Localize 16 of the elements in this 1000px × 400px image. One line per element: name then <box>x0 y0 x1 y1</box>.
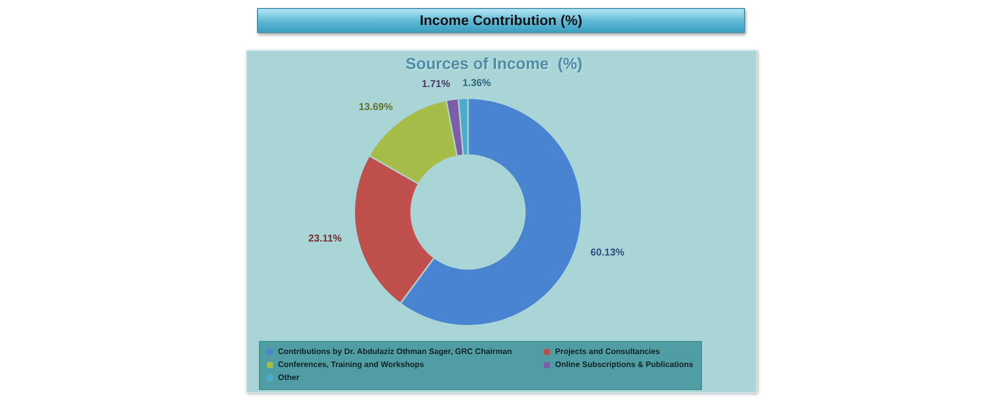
data-label: 13.69% <box>358 102 393 114</box>
data-label: 60.13% <box>590 247 625 258</box>
chart-subtitle: Sources of Income (%) <box>406 56 582 74</box>
data-label: 23.11% <box>308 234 342 245</box>
legend-label: Other <box>278 373 300 382</box>
donut-slice <box>447 99 462 156</box>
donut-slice <box>459 99 468 155</box>
donut-slice <box>355 156 434 302</box>
legend-label: Online Subscriptions & Publications <box>555 360 694 369</box>
legend-label: Projects and Consultancies <box>555 347 660 356</box>
data-label: 1.36% <box>462 78 491 90</box>
legend-label: Contributions by Dr. Abdulaziz Othman Sager, GRC Chairman <box>278 347 512 356</box>
chart-title: Income Contribution (%) <box>257 8 745 33</box>
legend-label: Conferences, Training and Workshops <box>278 360 425 369</box>
donut-slice <box>401 99 581 325</box>
data-label: 1.71% <box>422 79 450 90</box>
